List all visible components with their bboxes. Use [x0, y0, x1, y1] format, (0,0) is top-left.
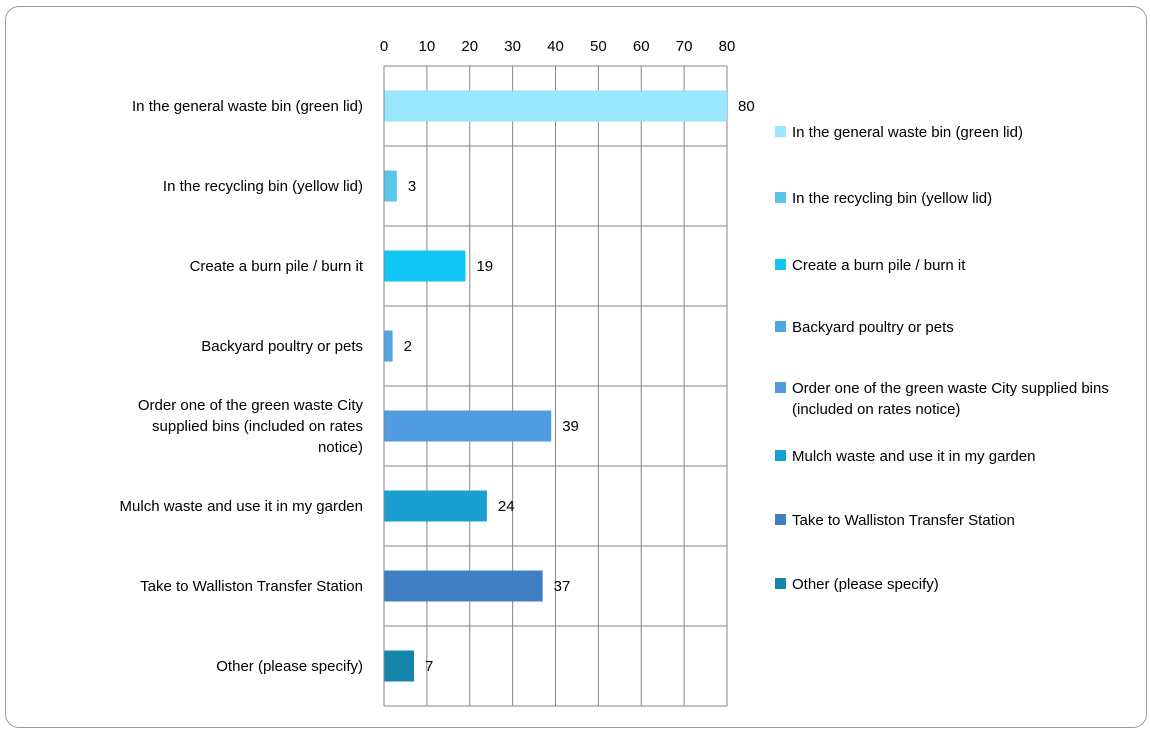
bar: [384, 570, 543, 602]
legend-label: In the recycling bin (yellow lid): [792, 190, 993, 207]
x-tick-label: 70: [676, 38, 693, 55]
legend: In the general waste bin (green lid) In t…: [775, 0, 1150, 734]
bar: [384, 170, 397, 202]
legend-label: In the general waste bin (green lid): [792, 124, 1023, 141]
chart-frame: [5, 6, 1147, 728]
data-label: 3: [408, 178, 416, 195]
data-label: 7: [425, 658, 433, 675]
legend-swatch: [775, 382, 786, 393]
bar: [384, 410, 552, 442]
legend-swatch: [775, 192, 786, 203]
legend-swatch: [775, 578, 786, 589]
legend-item: Take to Walliston Transfer Station: [775, 510, 1140, 531]
bar: [384, 490, 487, 522]
legend-item: Mulch waste and use it in my garden: [775, 446, 1140, 467]
category-label: In the general waste bin (green lid): [132, 98, 363, 115]
category-label: Mulch waste and use it in my garden: [120, 498, 363, 515]
x-tick-label: 30: [504, 38, 521, 55]
bar: [384, 90, 727, 122]
x-tick-label: 10: [419, 38, 436, 55]
category-label: In the recycling bin (yellow lid): [163, 178, 363, 195]
legend-swatch: [775, 321, 786, 332]
legend-item: Create a burn pile / burn it: [775, 255, 1140, 276]
legend-item: In the recycling bin (yellow lid): [775, 188, 1140, 209]
legend-item: Other (please specify): [775, 574, 1140, 595]
data-label: 19: [476, 258, 493, 275]
legend-label: Take to Walliston Transfer Station: [792, 512, 1015, 529]
x-tick-label: 50: [590, 38, 607, 55]
legend-swatch: [775, 514, 786, 525]
legend-label: Create a burn pile / burn it: [792, 257, 966, 274]
category-label: Create a burn pile / burn it: [190, 258, 364, 275]
data-label: 39: [562, 418, 579, 435]
legend-label: Order one of the green waste City suppli…: [792, 380, 1109, 418]
bar: [384, 330, 393, 362]
data-label: 37: [554, 578, 571, 595]
legend-item: In the general waste bin (green lid): [775, 122, 1140, 143]
category-label: Other (please specify): [216, 658, 363, 675]
x-tick-label: 40: [547, 38, 564, 55]
x-tick-label: 0: [380, 38, 388, 55]
legend-swatch: [775, 259, 786, 270]
legend-item: Order one of the green waste City suppli…: [775, 378, 1140, 420]
x-tick-label: 60: [633, 38, 650, 55]
data-label: 24: [498, 498, 515, 515]
legend-swatch: [775, 126, 786, 137]
category-label: Order one of the green waste City supplie…: [138, 397, 364, 456]
legend-label: Mulch waste and use it in my garden: [792, 448, 1036, 465]
data-label: 80: [738, 98, 755, 115]
x-tick-label: 80: [719, 38, 736, 55]
x-tick-label: 20: [461, 38, 478, 55]
legend-swatch: [775, 450, 786, 461]
legend-label: Backyard poultry or pets: [792, 319, 954, 336]
bar: [384, 250, 466, 282]
legend-label: Other (please specify): [792, 576, 939, 593]
category-label: Backyard poultry or pets: [201, 338, 363, 355]
category-label: Take to Walliston Transfer Station: [140, 578, 363, 595]
data-label: 2: [404, 338, 412, 355]
bar: [384, 650, 415, 682]
legend-item: Backyard poultry or pets: [775, 317, 1140, 338]
